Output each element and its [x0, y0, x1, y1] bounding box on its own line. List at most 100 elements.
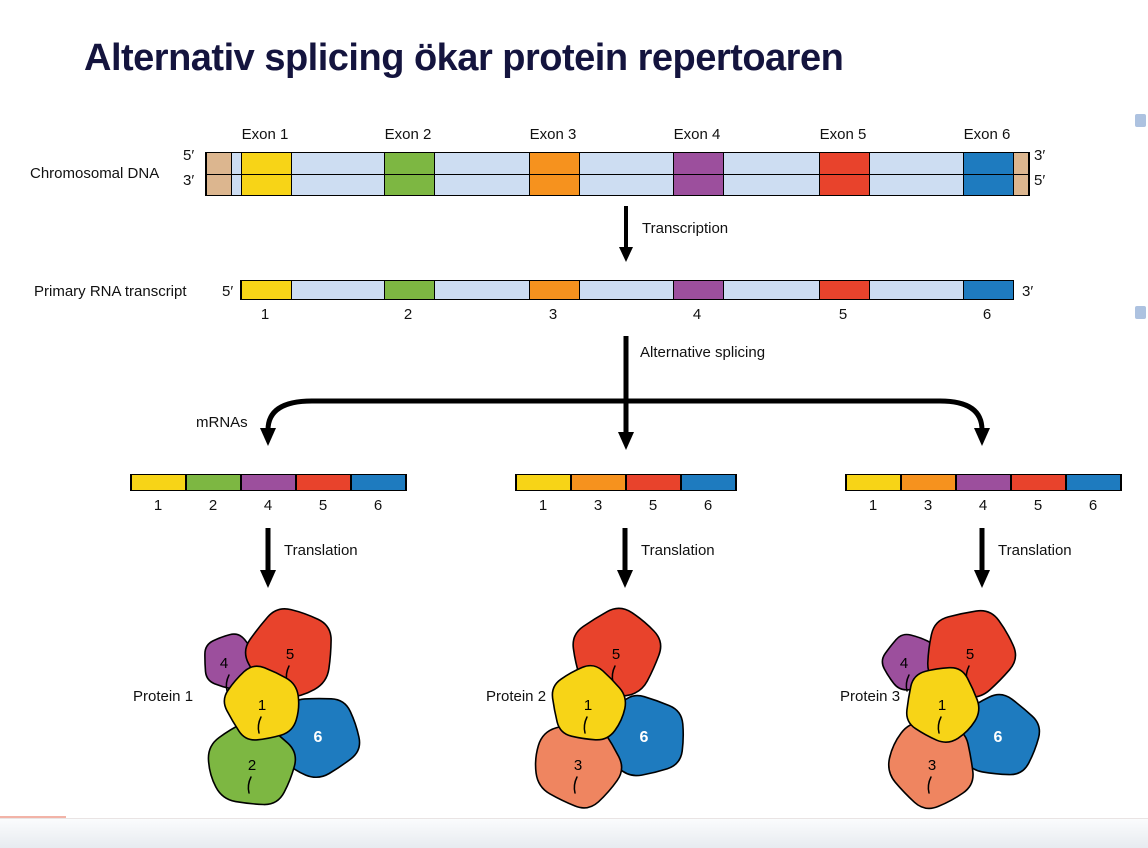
- scrollbar-thumb[interactable]: [1135, 306, 1146, 319]
- protein3-subunit-5-label: 5: [966, 646, 974, 663]
- dna-right-3prime: 3′: [1034, 147, 1046, 164]
- protein-2-cluster: 5 6 3 1: [534, 607, 685, 809]
- mrna3-segment-3: [901, 475, 956, 490]
- mrna3-segment-4: [956, 475, 1011, 490]
- mrna2-number-1: 1: [538, 497, 548, 514]
- protein2-subunit-5-label: 5: [612, 646, 620, 663]
- protein2-subunit-3-label: 3: [574, 757, 582, 774]
- rna-exon-1: [241, 281, 292, 299]
- protein1-subunit-1-label: 1: [258, 697, 266, 714]
- accent-line: [0, 816, 66, 819]
- mrna1-segment-1: [131, 475, 186, 490]
- mrna1-number-6: 6: [373, 497, 383, 514]
- mrna2-segment-3: [571, 475, 626, 490]
- mrna3-number-3: 3: [923, 497, 933, 514]
- rna-exon-number-5: 5: [838, 306, 848, 323]
- blob-crease: [927, 776, 932, 794]
- mrna2-number-3: 3: [593, 497, 603, 514]
- mrna1-number-5: 5: [318, 497, 328, 514]
- protein3-subunit-6-label: 6: [994, 729, 1003, 746]
- mrna1-number-2: 2: [208, 497, 218, 514]
- protein3-subunit-1-label: 1: [938, 697, 946, 714]
- footer-band: [0, 818, 1148, 848]
- mrna3-segment-5: [1011, 475, 1066, 490]
- translation-label-2: Translation: [641, 542, 715, 559]
- transcription-arrow: [619, 206, 633, 262]
- mrna1-segment-4: [241, 475, 296, 490]
- mrna1-number-1: 1: [153, 497, 163, 514]
- protein2-subunit-1-label: 1: [584, 697, 592, 714]
- protein1-subunit-4-label: 4: [220, 655, 228, 672]
- rna-exon-6: [963, 281, 1014, 299]
- rna-exon-5: [819, 281, 870, 299]
- rna-5prime: 5′: [222, 283, 234, 300]
- protein3-subunit-3-label: 3: [928, 757, 936, 774]
- chromosomal-dna-label: Chromosomal DNA: [30, 165, 160, 182]
- mrna2-segment-5: [626, 475, 681, 490]
- protein3-subunit-1-blob: [905, 666, 980, 743]
- protein2-subunit-1-blob: [551, 664, 627, 741]
- exon-label-4: Exon 4: [673, 126, 721, 143]
- exon-label-5: Exon 5: [819, 126, 867, 143]
- blob-crease: [225, 674, 230, 692]
- rna-exon-number-3: 3: [548, 306, 558, 323]
- blob-crease: [257, 716, 262, 734]
- blob-crease: [247, 776, 252, 794]
- mrna-bar-3: [845, 474, 1122, 491]
- exon-label-1: Exon 1: [241, 126, 289, 143]
- mrna3-segment-1: [846, 475, 901, 490]
- mrna2-segment-6: [681, 475, 736, 490]
- mrna2-segment-1: [516, 475, 571, 490]
- rna-exon-3: [529, 281, 580, 299]
- protein1-subunit-6-label: 6: [314, 729, 323, 746]
- chromosomal-dna-bar: [205, 152, 1030, 196]
- mrna3-number-5: 5: [1033, 497, 1043, 514]
- mrna3-number-4: 4: [978, 497, 988, 514]
- exon-label-2: Exon 2: [384, 126, 432, 143]
- mrna3-segment-6: [1066, 475, 1121, 490]
- rna-exon-number-2: 2: [403, 306, 413, 323]
- mrna3-number-6: 6: [1088, 497, 1098, 514]
- rna-exon-number-1: 1: [260, 306, 270, 323]
- alternative-splicing-label: Alternative splicing: [640, 344, 766, 361]
- protein3-subunit-4-label: 4: [900, 655, 908, 672]
- transcription-label: Transcription: [642, 220, 729, 237]
- protein1-subunit-5-label: 5: [286, 646, 294, 663]
- protein1-subunit-1-blob: [223, 665, 300, 741]
- translation-arrow-2: [617, 528, 633, 588]
- exon-label-6: Exon 6: [963, 126, 1011, 143]
- translation-label-3: Translation: [998, 542, 1072, 559]
- protein1-subunit-2-label: 2: [248, 757, 256, 774]
- mrna2-number-5: 5: [648, 497, 658, 514]
- primary-rna-bar: [240, 280, 1014, 300]
- scrollbar-thumb[interactable]: [1135, 114, 1146, 127]
- translation-arrow-1: [260, 528, 276, 588]
- blob-crease: [573, 776, 578, 794]
- protein-3-cluster: 4 5 6 3 1: [881, 609, 1041, 810]
- rna-exon-2: [384, 281, 435, 299]
- dna-strand-divider: [206, 173, 1029, 175]
- slide-title: Alternativ splicing ökar protein reperto…: [84, 37, 844, 80]
- protein-1-cluster: 4 5 6 2 1: [204, 607, 361, 806]
- mrnas-label: mRNAs: [196, 414, 248, 431]
- protein-2-label: Protein 2: [486, 688, 547, 705]
- rna-exon-4: [673, 281, 724, 299]
- mrna1-number-4: 4: [263, 497, 273, 514]
- mrna-bar-1: [130, 474, 407, 491]
- translation-arrow-3: [974, 528, 990, 588]
- mrna1-segment-5: [296, 475, 351, 490]
- rna-exon-number-4: 4: [692, 306, 702, 323]
- translation-label-1: Translation: [284, 542, 358, 559]
- protein-3-label: Protein 3: [840, 688, 901, 705]
- mrna-bar-2: [515, 474, 737, 491]
- mrna1-segment-6: [351, 475, 406, 490]
- alternative-splicing-arrow: [260, 336, 990, 450]
- dna-left-5prime: 5′: [183, 147, 195, 164]
- blob-crease: [583, 716, 588, 734]
- dna-right-5prime: 5′: [1034, 172, 1046, 189]
- blob-crease: [905, 674, 910, 692]
- mrna2-number-6: 6: [703, 497, 713, 514]
- protein-1-label: Protein 1: [133, 688, 194, 705]
